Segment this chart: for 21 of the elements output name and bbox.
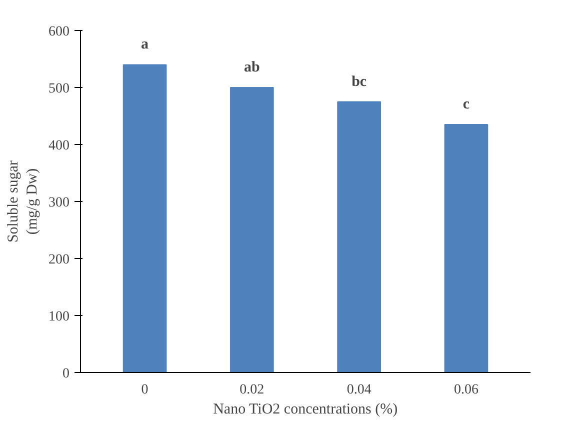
bar — [122, 64, 167, 372]
y-tick-label: 300 — [48, 196, 70, 210]
annotation: ab — [244, 60, 260, 76]
bar — [444, 124, 488, 372]
bar — [230, 87, 274, 372]
y-tick-label: 500 — [48, 82, 70, 96]
x-tick-label: 0.04 — [346, 382, 372, 398]
y-tick-label: 200 — [48, 252, 70, 268]
annotation: a — [141, 36, 150, 53]
y-tick-label: 600 — [48, 24, 70, 40]
annotation: c — [462, 96, 470, 113]
bar — [337, 101, 381, 372]
x-tick-label: 0.06 — [454, 382, 478, 398]
y-tick-label: 0 — [62, 366, 70, 382]
y-axis-title: Soluble sugar (mg/g Dw) — [5, 160, 40, 243]
y-tick-label: 100 — [48, 310, 70, 324]
y-tick-label: 400 — [48, 138, 70, 154]
annotation: bc — [352, 74, 367, 90]
x-axis-title: Nano TiO2 concentrations (%) — [213, 402, 398, 418]
x-tick-label: 0.02 — [240, 382, 264, 398]
x-tick-label: 0 — [141, 382, 148, 398]
